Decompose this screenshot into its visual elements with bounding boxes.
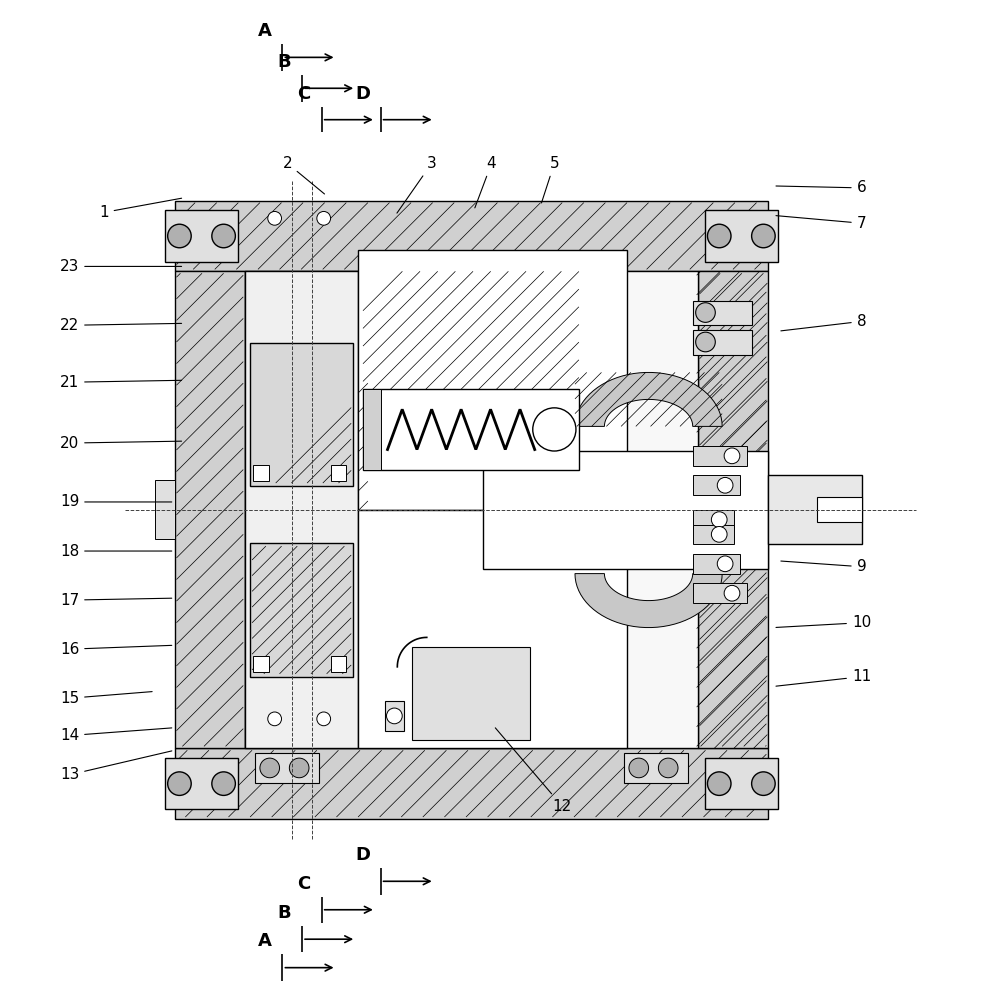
Circle shape [212, 772, 235, 795]
Bar [363, 389, 579, 470]
Circle shape [267, 712, 281, 726]
Circle shape [387, 708, 402, 724]
Circle shape [711, 526, 727, 542]
Bar [704, 210, 777, 262]
Text: D: D [355, 85, 370, 103]
Text: 12: 12 [495, 728, 571, 814]
Text: D: D [355, 846, 370, 864]
Circle shape [317, 712, 330, 726]
Circle shape [717, 477, 733, 493]
Bar [692, 330, 751, 355]
Circle shape [724, 585, 740, 601]
Circle shape [262, 756, 286, 780]
Text: 16: 16 [60, 642, 172, 657]
Circle shape [628, 758, 648, 778]
Bar [175, 748, 767, 819]
Bar [175, 201, 767, 271]
Text: 14: 14 [60, 728, 172, 743]
Bar [692, 475, 740, 495]
Bar [249, 343, 353, 486]
Polygon shape [575, 574, 722, 628]
Text: 10: 10 [775, 615, 871, 630]
Circle shape [212, 224, 235, 248]
Bar [330, 465, 346, 481]
Text: 1: 1 [99, 198, 181, 220]
Circle shape [317, 211, 330, 225]
Text: 9: 9 [780, 559, 866, 574]
Text: B: B [277, 53, 291, 71]
Text: A: A [257, 22, 271, 40]
Bar [175, 271, 245, 748]
Text: 2: 2 [282, 156, 324, 194]
Bar [816, 497, 861, 522]
Text: 11: 11 [775, 669, 871, 686]
Bar [165, 210, 238, 262]
Text: 21: 21 [60, 375, 181, 390]
Bar [245, 271, 358, 748]
Circle shape [168, 772, 191, 795]
Text: 13: 13 [60, 751, 172, 782]
Circle shape [751, 772, 774, 795]
Text: B: B [277, 904, 291, 922]
Circle shape [751, 224, 774, 248]
Bar [692, 446, 746, 466]
Text: 22: 22 [60, 318, 181, 333]
Bar [692, 583, 746, 603]
Text: 7: 7 [775, 216, 866, 231]
Bar [165, 758, 238, 809]
Bar [483, 451, 767, 569]
Polygon shape [575, 372, 722, 426]
Bar [358, 510, 626, 748]
Text: 23: 23 [60, 259, 181, 274]
Bar [704, 758, 777, 809]
Text: A: A [257, 932, 271, 950]
Bar [697, 271, 767, 748]
Bar [363, 389, 381, 470]
Bar [245, 271, 697, 748]
Text: 19: 19 [60, 494, 172, 509]
Text: 20: 20 [60, 436, 181, 451]
Bar [623, 753, 687, 783]
Circle shape [711, 512, 727, 527]
Bar [254, 753, 318, 783]
Circle shape [267, 211, 281, 225]
Text: 5: 5 [541, 156, 559, 203]
Bar [249, 543, 353, 677]
Bar [692, 554, 740, 574]
Text: 4: 4 [474, 156, 496, 208]
Circle shape [717, 556, 733, 572]
Text: 3: 3 [396, 156, 436, 213]
Text: 17: 17 [60, 593, 172, 608]
Circle shape [695, 332, 715, 352]
Circle shape [259, 758, 279, 778]
Circle shape [168, 224, 191, 248]
Bar [155, 480, 175, 539]
Text: 18: 18 [60, 544, 172, 559]
Circle shape [707, 224, 731, 248]
Bar [358, 250, 626, 510]
Circle shape [656, 756, 679, 780]
Text: 6: 6 [775, 180, 866, 195]
Bar [692, 525, 734, 544]
Bar [692, 301, 751, 325]
Circle shape [695, 303, 715, 322]
Text: C: C [297, 875, 311, 893]
Bar [385, 701, 404, 731]
Circle shape [707, 772, 731, 795]
Circle shape [724, 448, 740, 464]
Bar [411, 647, 529, 740]
Text: C: C [297, 85, 311, 103]
Circle shape [532, 408, 576, 451]
Text: 8: 8 [780, 314, 866, 331]
Bar [330, 656, 346, 672]
Bar [252, 465, 268, 481]
Text: 15: 15 [60, 691, 152, 706]
Bar [692, 510, 734, 529]
Circle shape [289, 758, 309, 778]
Circle shape [658, 758, 677, 778]
Bar [252, 656, 268, 672]
Bar [767, 475, 861, 544]
